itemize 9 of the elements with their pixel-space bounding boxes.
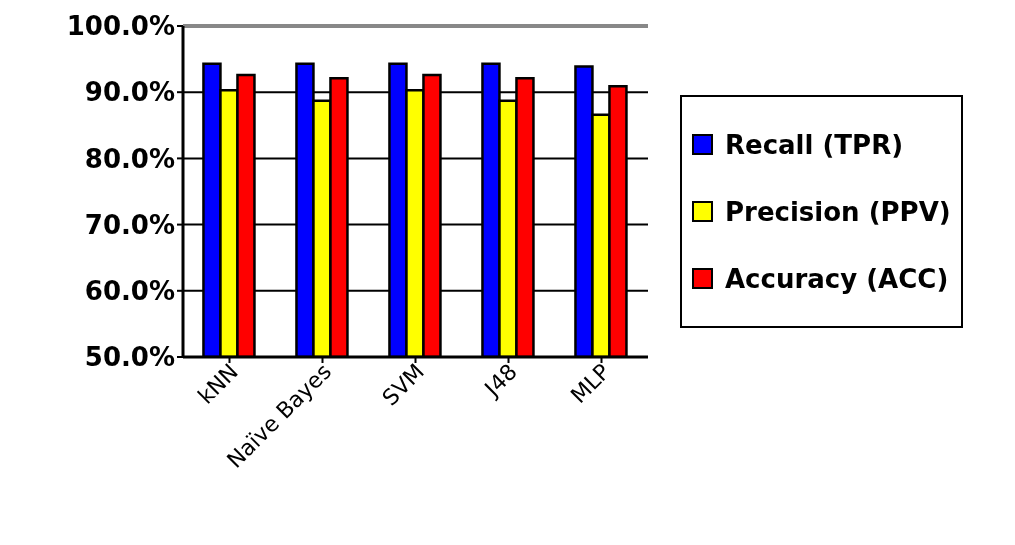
y-tick-label: 70.0% xyxy=(84,209,175,240)
y-tick-label: 90.0% xyxy=(84,77,175,108)
y-tick-label: 50.0% xyxy=(84,342,175,373)
y-tick-label: 100.0% xyxy=(66,11,175,42)
legend-label: Precision (PPV) xyxy=(725,196,951,227)
y-tick-label: 60.0% xyxy=(84,276,175,307)
y-tick-label: 80.0% xyxy=(84,143,175,174)
legend-label: Accuracy (ACC) xyxy=(725,263,949,294)
legend-label: Recall (TPR) xyxy=(725,129,904,160)
